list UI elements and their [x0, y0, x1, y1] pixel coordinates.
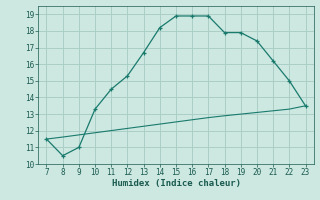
X-axis label: Humidex (Indice chaleur): Humidex (Indice chaleur)	[111, 179, 241, 188]
